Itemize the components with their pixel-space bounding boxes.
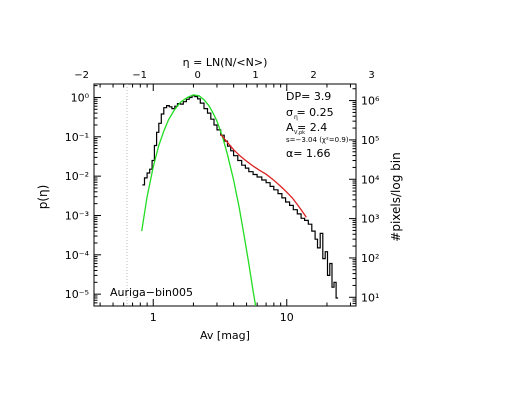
top-tick-label: 2 [310, 70, 316, 81]
annotation-alpha: α= 1.66 [286, 147, 330, 160]
right-tick-label: 10² [361, 252, 379, 265]
annotation-slope: s=−3.04 (χ²=0.9) [286, 136, 349, 144]
x-tick-label: 10 [280, 311, 294, 324]
right-tick-label: 10³ [361, 213, 379, 226]
annotation-av-peak-sub: V,pk [294, 130, 305, 136]
top-tick-label: −2 [74, 70, 89, 81]
series-0-line [142, 95, 339, 299]
annotation-sigma: σ = 0.25 [286, 106, 334, 119]
y-tick-label: 10⁻¹ [65, 131, 89, 144]
right-tick-label: 10⁵ [361, 134, 379, 147]
series-2-line [220, 133, 307, 218]
top-tick-label: 3 [368, 70, 374, 81]
annotation-sigma-sub: η [294, 114, 298, 121]
top-tick-label: −1 [132, 70, 147, 81]
top-tick-label: 0 [194, 70, 200, 81]
annotation-av-peak: A = 2.4 [286, 121, 327, 134]
y-tick-label: 10⁻⁴ [65, 249, 90, 262]
top-axis-label: η = LN(N/<N>) [183, 56, 268, 69]
annotation-dp: DP= 3.9 [286, 90, 331, 103]
top-tick-label: 1 [252, 70, 258, 81]
region-label: Auriga−bin005 [110, 286, 193, 299]
y-tick-label: 10⁻³ [65, 209, 89, 222]
right-tick-label: 10¹ [361, 291, 379, 304]
y-tick-label: 10⁻⁵ [65, 288, 89, 301]
x-axis-label: Av [mag] [200, 329, 250, 342]
y-tick-label: 10⁻² [65, 170, 89, 183]
right-tick-label: 10⁴ [361, 173, 380, 186]
right-tick-label: 10⁶ [361, 95, 380, 108]
y-tick-label: 10⁰ [71, 91, 90, 104]
axis-ticks: 1 10 −2 −1 0 1 2 3 10⁰ 10⁻¹ 10⁻² 10⁻³ 10⁻⁴ 10⁻⁵ 10⁶ 10⁵… [65, 70, 380, 324]
right-axis-label: #pixels/log bin [389, 152, 403, 241]
y-axis-label: p(η) [36, 185, 50, 210]
series-layer [141, 94, 339, 306]
x-tick-label: 1 [150, 311, 157, 324]
series-1-line [141, 94, 257, 306]
